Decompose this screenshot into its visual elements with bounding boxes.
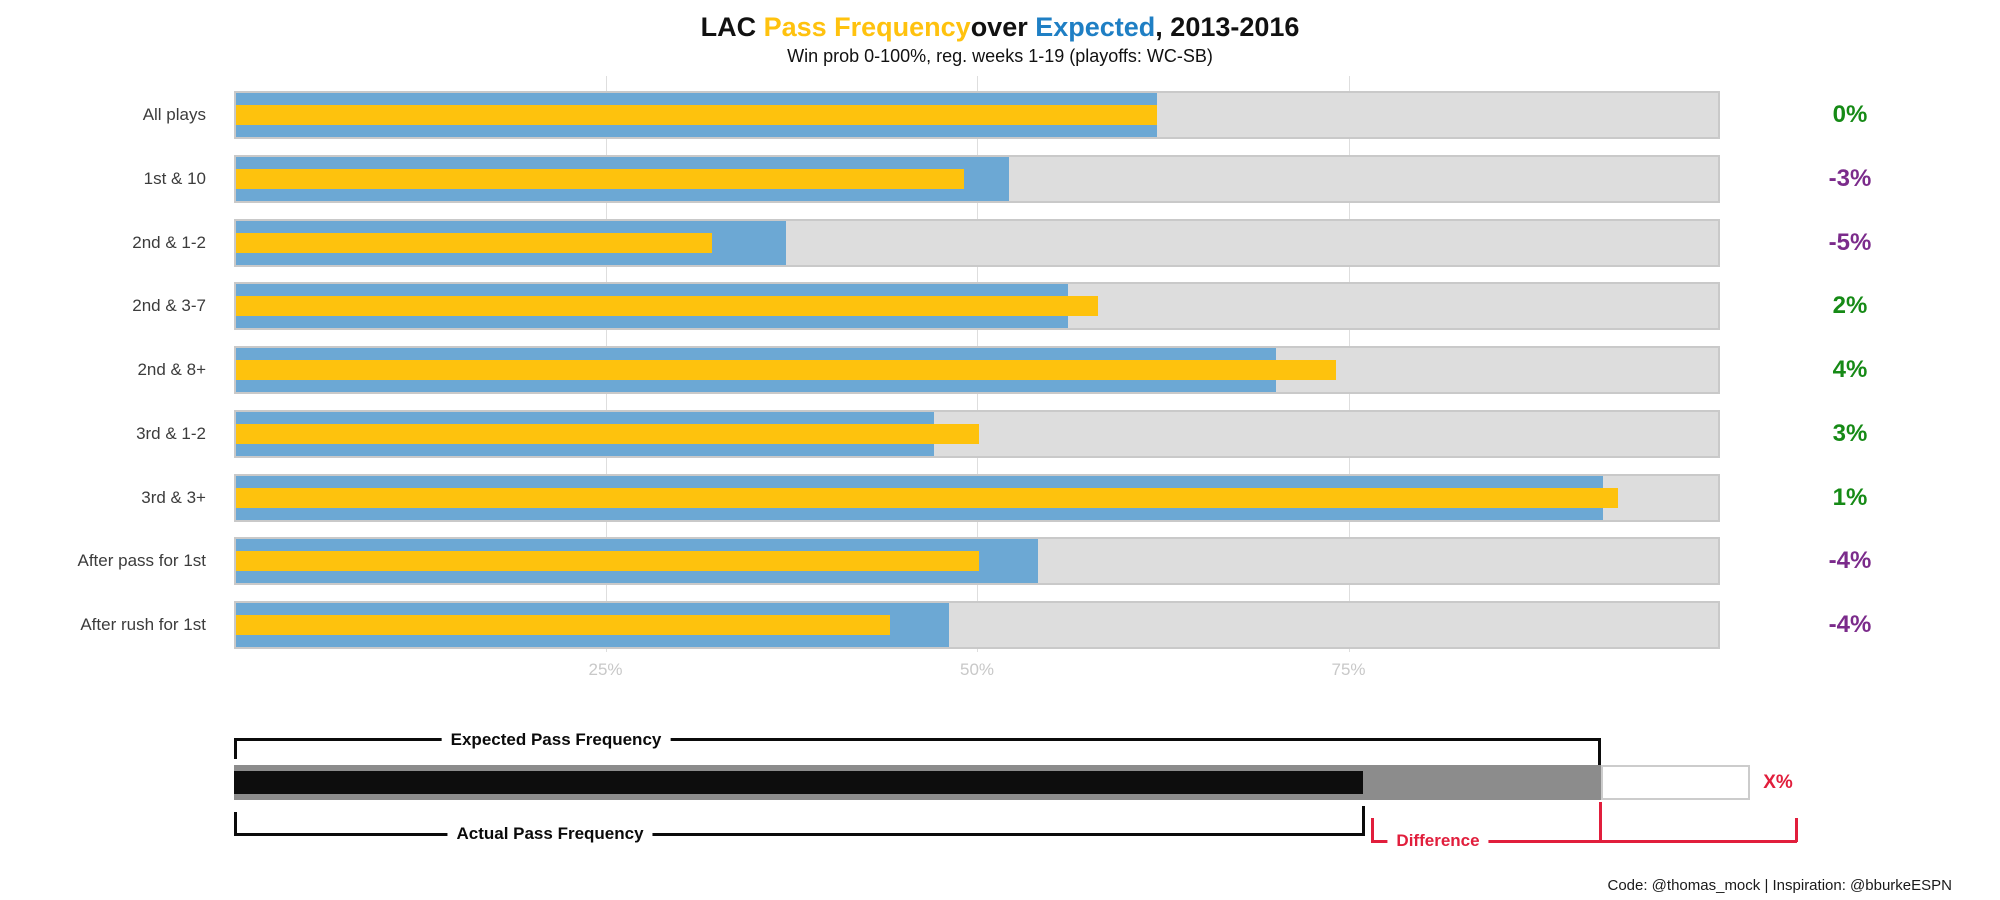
chart-title: LAC Pass Frequencyover Expected, 2013-20…	[0, 12, 2000, 43]
chart-subtitle: Win prob 0-100%, reg. weeks 1-19 (playof…	[787, 46, 1213, 66]
x-axis-tick-50%: 50%	[959, 660, 995, 679]
bar-track	[234, 154, 1720, 203]
actual-bar	[236, 296, 1098, 317]
difference-bracket-right-tick	[1795, 818, 1798, 842]
bar-track	[234, 218, 1720, 267]
legend-actual-bar	[234, 771, 1364, 794]
legend-difference-panel	[1601, 765, 1750, 800]
category-label: All plays	[142, 105, 206, 124]
difference-label: -3%	[1828, 164, 1872, 192]
expected-legend-label: Expected Pass Frequency	[441, 730, 671, 750]
bar-track	[234, 409, 1720, 458]
bar-track	[234, 282, 1720, 331]
bar-track	[234, 91, 1720, 139]
bar-track	[234, 537, 1720, 586]
actual-bar	[236, 232, 712, 253]
difference-bracket-mid-tick	[1599, 802, 1602, 842]
category-label: 3rd & 3+	[141, 487, 206, 507]
expected-bracket-left-tick	[234, 738, 237, 759]
actual-bar	[236, 551, 979, 572]
category-label: 2nd & 8+	[137, 360, 206, 379]
difference-bracket-left-tick	[1371, 818, 1374, 842]
category-label: 3rd & 1-2	[136, 423, 206, 443]
x-percent-label: X%	[1763, 772, 1793, 793]
credit-text: Code: @thomas_mock | Inspiration: @bburk…	[1607, 877, 1952, 894]
category-label: 2nd & 3-7	[132, 296, 206, 316]
actual-bar	[236, 423, 979, 444]
actual-bracket-left-tick	[234, 812, 237, 836]
difference-label: 1%	[1832, 483, 1868, 511]
actual-bar	[236, 105, 1158, 125]
actual-bar	[236, 615, 890, 635]
actual-bar	[236, 168, 965, 189]
difference-legend-label: Difference	[1387, 831, 1489, 851]
difference-label: 0%	[1832, 101, 1868, 128]
category-label: After rush for 1st	[80, 615, 206, 634]
difference-label: 3%	[1832, 419, 1868, 447]
actual-bar	[236, 487, 1618, 508]
actual-legend-label: Actual Pass Frequency	[447, 824, 653, 844]
bar-track	[234, 346, 1720, 394]
title-segment-1: Pass Frequency	[763, 12, 971, 42]
bar-track	[234, 601, 1720, 649]
difference-label: 2%	[1832, 292, 1868, 320]
difference-label: -4%	[1828, 611, 1872, 638]
actual-bracket-line	[234, 833, 1365, 836]
actual-bar	[236, 360, 1336, 380]
category-label: 1st & 10	[143, 168, 206, 188]
category-label: 2nd & 1-2	[132, 232, 206, 252]
expected-bracket-line	[234, 738, 1601, 741]
title-segment-4: , 2013-2016	[1155, 12, 1300, 42]
difference-bracket-line	[1371, 840, 1797, 843]
title-segment-0: LAC	[700, 12, 764, 42]
expected-bracket-right-tick	[1598, 738, 1601, 765]
difference-label: 4%	[1832, 356, 1868, 383]
difference-label: -4%	[1828, 547, 1872, 575]
x-axis-tick-75%: 75%	[1331, 660, 1366, 679]
actual-bracket-right-tick	[1362, 806, 1365, 836]
bar-track	[234, 473, 1720, 522]
x-axis-tick-25%: 25%	[588, 660, 623, 679]
difference-label: -5%	[1828, 228, 1872, 256]
category-label: After pass for 1st	[77, 551, 207, 571]
title-segment-3: Expected	[1035, 12, 1156, 42]
title-segment-2: over	[970, 12, 1036, 42]
